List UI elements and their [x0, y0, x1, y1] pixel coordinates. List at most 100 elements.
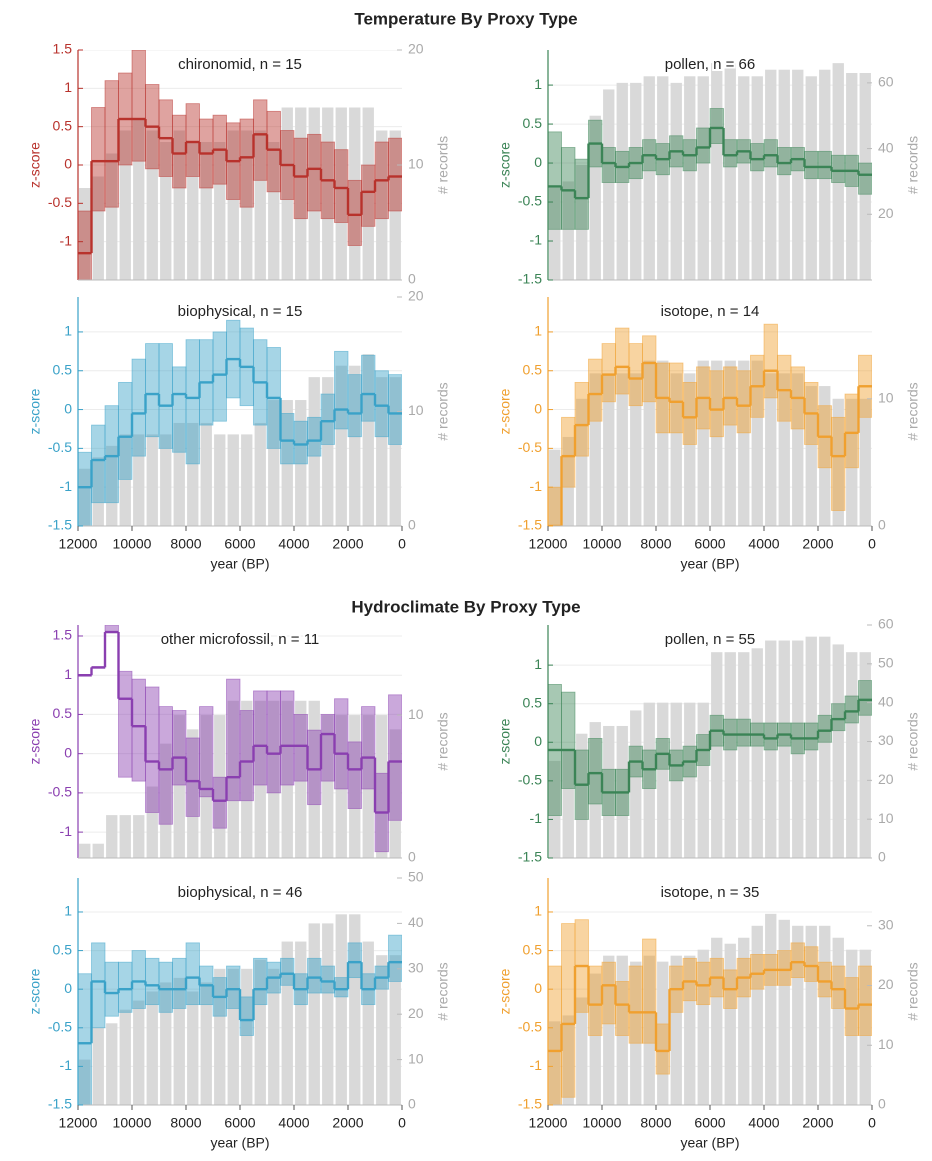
uncertainty-band	[817, 714, 832, 743]
uncertainty-band	[682, 957, 697, 1002]
record-bar	[160, 142, 172, 280]
record-bar	[146, 434, 158, 526]
plot-area	[548, 911, 872, 1105]
y-tick-label: -0.5	[518, 1018, 542, 1034]
panel-title: chironomid, n = 15	[178, 56, 302, 73]
uncertainty-band	[226, 678, 241, 802]
x-tick-label: 0	[868, 536, 876, 552]
record-bar	[389, 729, 401, 858]
y2-tick-label: 50	[878, 655, 894, 671]
record-bar	[241, 130, 253, 280]
y2-tick-label: 30	[878, 916, 894, 932]
uncertainty-band	[334, 698, 349, 790]
y-tick-label: -1.5	[48, 517, 72, 533]
record-bar	[214, 715, 226, 858]
uncertainty-band	[763, 139, 778, 168]
record-bar	[200, 715, 212, 858]
uncertainty-band	[185, 737, 200, 817]
uncertainty-band	[104, 80, 119, 208]
y2-tick-label: 10	[878, 810, 894, 826]
y2-tick-label: 10	[408, 402, 424, 418]
panel-title: biophysical, n = 46	[178, 884, 303, 901]
uncertainty-band	[588, 358, 603, 422]
uncertainty-band	[361, 354, 376, 422]
record-bar	[268, 968, 280, 1105]
x-tick-label: 8000	[170, 1115, 201, 1131]
uncertainty-band	[588, 965, 603, 1036]
y-tick-label: -1.5	[518, 1096, 542, 1112]
uncertainty-band	[561, 923, 576, 1098]
record-bar	[819, 69, 831, 280]
uncertainty-band	[185, 339, 200, 465]
y-tick-label: -0.5	[48, 784, 72, 800]
y2-axis-label: # records	[435, 136, 451, 194]
y2-tick-label: 60	[878, 74, 894, 90]
record-bar	[738, 652, 750, 858]
record-bar	[146, 786, 158, 858]
panel-title: pollen, n = 55	[665, 631, 756, 648]
record-bar	[670, 373, 682, 526]
record-bar	[657, 76, 669, 280]
uncertainty-band	[145, 686, 160, 813]
record-bar	[657, 702, 669, 858]
record-bar	[711, 360, 723, 526]
x-tick-label: 12000	[529, 536, 568, 552]
record-bar	[389, 130, 401, 280]
uncertainty-band	[601, 343, 616, 403]
y-tick-label: -1	[530, 478, 543, 494]
x-tick-label: 8000	[640, 1115, 671, 1131]
uncertainty-band	[172, 710, 187, 786]
record-bar	[589, 373, 601, 526]
record-bar	[765, 640, 777, 858]
y-tick-label: -1	[530, 1057, 543, 1073]
y-axis-label: z-score	[27, 142, 43, 188]
uncertainty-band	[172, 957, 187, 1009]
y-tick-label: 0.5	[523, 361, 543, 377]
record-bar	[335, 715, 347, 858]
record-bar	[295, 107, 307, 280]
uncertainty-band	[104, 961, 119, 1017]
y2-tick-label: 0	[878, 1096, 886, 1112]
record-bar	[859, 652, 871, 858]
uncertainty-band	[253, 99, 268, 181]
record-bar	[697, 702, 709, 858]
y-tick-label: 0	[534, 154, 542, 170]
record-bar	[133, 815, 145, 858]
record-bar	[630, 961, 642, 1105]
record-bar	[697, 76, 709, 280]
record-bar	[187, 991, 199, 1105]
uncertainty-band	[118, 381, 133, 480]
uncertainty-band	[199, 706, 214, 798]
record-bar	[792, 69, 804, 280]
record-bar	[846, 398, 858, 526]
y2-tick-label: 0	[878, 517, 886, 533]
uncertainty-band	[615, 327, 630, 395]
record-bar	[160, 743, 172, 858]
x-tick-label: 12000	[59, 1115, 98, 1131]
panel-title: isotope, n = 14	[661, 303, 760, 320]
uncertainty-band	[723, 366, 738, 426]
record-bar	[268, 142, 280, 280]
record-bar	[616, 373, 628, 526]
y-axis-label: z-score	[497, 388, 513, 434]
uncertainty-band	[831, 703, 846, 732]
uncertainty-band	[388, 934, 402, 982]
record-bar	[200, 422, 212, 526]
record-bar	[187, 422, 199, 526]
panel-title: isotope, n = 35	[661, 884, 760, 901]
record-bar	[173, 422, 185, 526]
record-bar	[335, 914, 347, 1105]
uncertainty-band	[817, 150, 832, 180]
record-bar	[576, 165, 588, 280]
y-axis-label: z-score	[497, 968, 513, 1014]
record-bar	[106, 153, 118, 280]
panel: -1 -0.5 0 0.5 1 1.5 0 10 z-score # records other m…	[27, 625, 451, 865]
y2-tick-label: 10	[878, 1036, 894, 1052]
uncertainty-band	[347, 741, 362, 809]
plot-area	[548, 636, 872, 858]
record-bar	[805, 76, 817, 280]
uncertainty-band	[131, 358, 146, 457]
record-bar	[200, 982, 212, 1105]
